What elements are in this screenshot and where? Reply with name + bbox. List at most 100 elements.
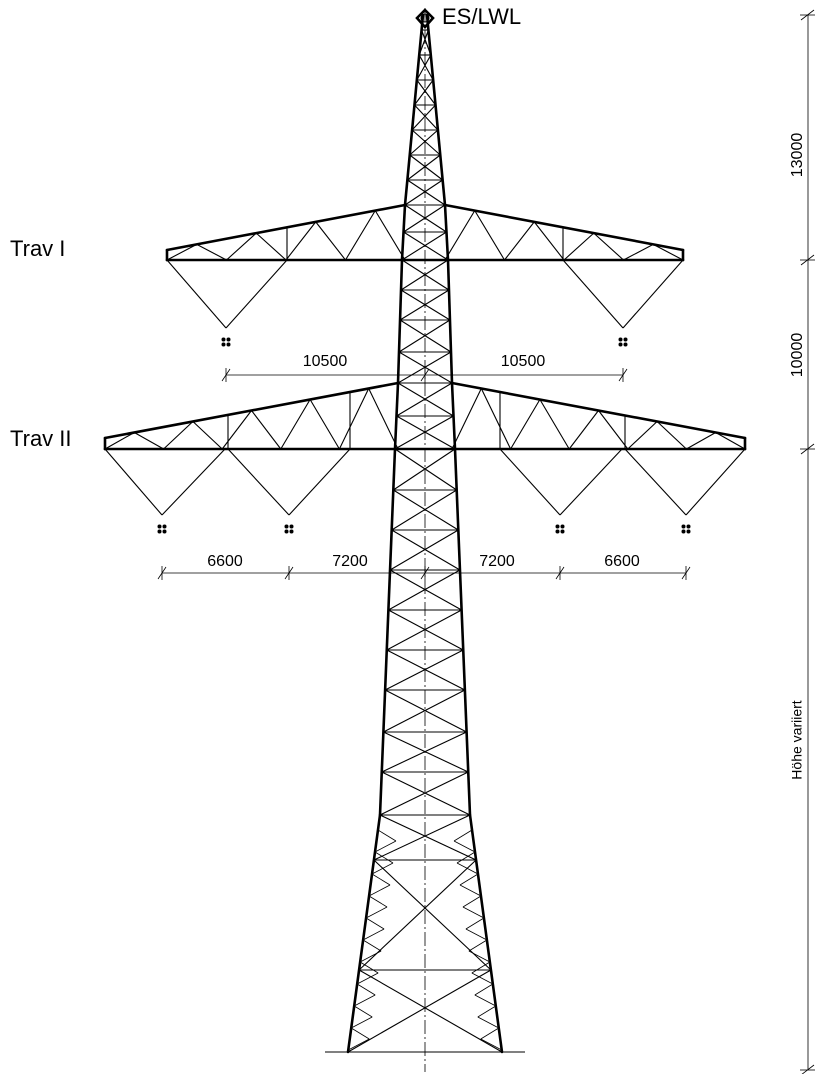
tower-diagonal [405, 180, 443, 205]
leg-brace [354, 995, 375, 1006]
leg-brace [372, 874, 390, 885]
tower-diagonal [398, 383, 454, 416]
arm-diagonal [452, 389, 481, 450]
arm-diagonal [624, 244, 654, 260]
arm-diagonal [197, 244, 227, 260]
leg-brace [481, 1028, 499, 1039]
leg-brace [460, 885, 481, 896]
dimension-label: Höhe variiert [789, 700, 805, 779]
tower-leg [380, 449, 395, 815]
arm-diagonal [628, 422, 657, 450]
arm-diagonal [540, 400, 569, 450]
conductor [687, 525, 691, 529]
conductor [158, 525, 162, 529]
tower-diagonal [392, 530, 460, 570]
tower-diagonal [385, 650, 463, 690]
conductor [290, 530, 294, 534]
conductor [556, 525, 560, 529]
leg-brace [369, 885, 390, 896]
arm-diagonal [686, 433, 715, 450]
conductor [682, 525, 686, 529]
tower-diagonal [405, 205, 446, 232]
tower-diagonal [382, 772, 470, 815]
tower-leg [398, 260, 402, 383]
tower-diagonal [374, 815, 470, 860]
leg-brace [472, 962, 490, 973]
leg-brace [457, 852, 475, 863]
leg-brace [481, 1039, 502, 1050]
leg-brace [460, 874, 478, 885]
leg-brace [469, 940, 487, 951]
tower-diagonal [399, 320, 450, 352]
dimension-label: 13000 [789, 133, 806, 178]
conductor [619, 338, 623, 342]
tower-diagonal [393, 449, 455, 490]
arm-diagonal [281, 400, 310, 450]
leg-brace [375, 841, 396, 852]
dimension-tick [801, 1065, 814, 1074]
conductor [682, 530, 686, 534]
conductor [158, 530, 162, 534]
conductor [285, 525, 289, 529]
tower-leg [405, 15, 423, 205]
tower-diagonal [348, 970, 491, 1052]
insulator-string [289, 449, 350, 515]
leg-brace [357, 984, 375, 995]
page: {"labels": {"top": "ES/LWL", "crossarm_1… [0, 0, 815, 1074]
tower-diagonal [383, 690, 464, 732]
arm-diagonal [316, 222, 346, 260]
arm-diagonal [310, 400, 339, 450]
leg-brace [463, 907, 484, 918]
insulator-string [563, 260, 623, 328]
tower-leg [427, 15, 445, 205]
arm-diagonal [445, 211, 475, 260]
dimension-label: 7200 [479, 553, 515, 570]
leg-brace [354, 1006, 372, 1017]
conductor [290, 525, 294, 529]
leg-brace [351, 1028, 369, 1039]
leg-brace [351, 1017, 372, 1028]
conductor [227, 338, 231, 342]
top-label: ES/LWL [442, 4, 521, 29]
arm-diagonal [193, 422, 222, 450]
dimension-label: 7200 [332, 553, 368, 570]
insulator-string [162, 449, 225, 515]
tower-diagonal [400, 320, 451, 352]
insulator-string [623, 260, 683, 328]
leg-brace [454, 830, 472, 841]
leg-brace [360, 951, 381, 962]
arm-diagonal [375, 211, 405, 260]
tower-leg [455, 449, 470, 815]
leg-brace [348, 1039, 369, 1050]
tower-diagonal [380, 815, 476, 860]
insulator-string [686, 449, 745, 515]
conductor [561, 525, 565, 529]
tower-diagonal [407, 155, 440, 180]
insulator-string [625, 449, 686, 515]
crossarm-label: Trav I [10, 236, 65, 261]
leg-brace [457, 863, 478, 874]
leg-brace [369, 896, 387, 907]
dimension-label: 6600 [604, 553, 640, 570]
insulator-string [228, 449, 289, 515]
conductor [222, 338, 226, 342]
dimension-lines [158, 10, 815, 1074]
insulator-string [105, 449, 162, 515]
arm-top-chord [167, 205, 405, 250]
insulator-string [560, 449, 622, 515]
arm-diagonal [134, 433, 163, 450]
tower-diagonal [410, 130, 438, 155]
conductor [624, 343, 628, 347]
leg-brace [478, 1006, 496, 1017]
conductor [561, 530, 565, 534]
leg-brace [366, 907, 387, 918]
conductor [222, 343, 226, 347]
dimension-label: 10000 [789, 333, 806, 378]
arm-top-chord [445, 205, 683, 250]
arm-diagonal [256, 233, 286, 260]
tower-diagonal [382, 732, 467, 772]
tower-diagonal [402, 232, 446, 260]
tower-diagonal [385, 690, 466, 732]
tower-diagonal [397, 416, 456, 449]
conductor [624, 338, 628, 342]
